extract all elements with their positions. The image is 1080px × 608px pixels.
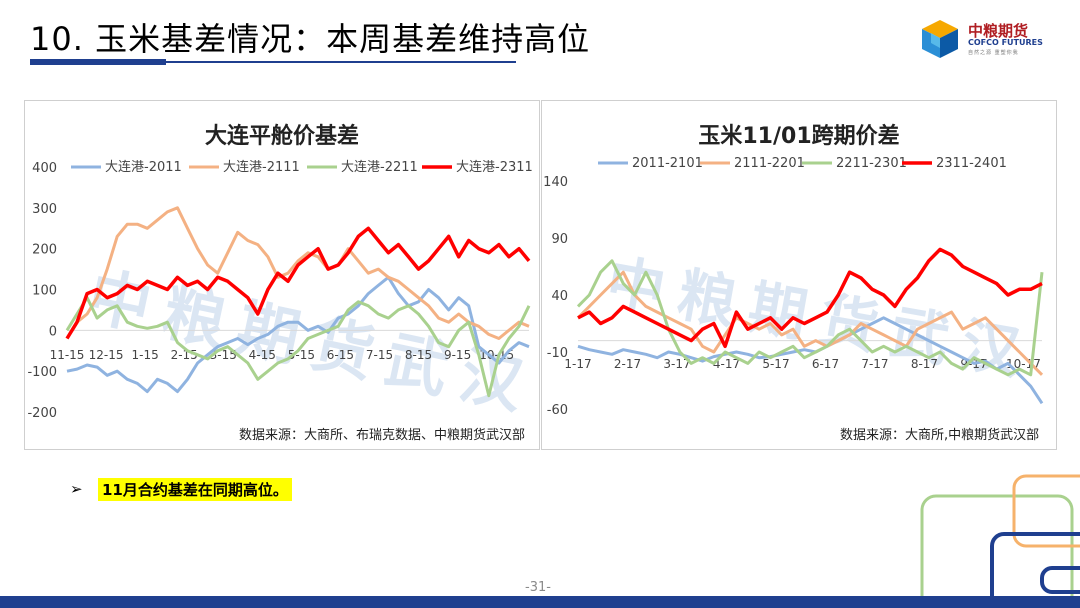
x-tick-label: 6-15 xyxy=(327,348,354,362)
series-line xyxy=(65,206,530,340)
y-tick-label: 100 xyxy=(32,284,57,299)
page-number: -31- xyxy=(525,580,551,595)
series-line xyxy=(577,316,1044,405)
legend-label: 大连港-2011 xyxy=(105,159,182,175)
y-tick-label: -200 xyxy=(27,406,57,421)
x-tick-label: 8-17 xyxy=(911,357,938,371)
x-tick-label: 6-17 xyxy=(812,357,839,371)
x-tick-label: 9-15 xyxy=(444,348,471,362)
series-line xyxy=(65,296,531,398)
x-tick-label: 2-17 xyxy=(614,357,641,371)
legend-label: 2011-2101 xyxy=(632,156,703,171)
legend-label: 2111-2201 xyxy=(734,156,805,171)
cofco-cube-icon xyxy=(922,20,958,58)
x-tick-label: 1-15 xyxy=(132,348,159,362)
y-tick-label: -60 xyxy=(547,403,568,418)
chart-legend: 2011-2101 2111-2201 2211-2301 2311-2401 xyxy=(598,156,1007,171)
x-tick-label: 10-15 xyxy=(479,348,514,362)
x-tick-label: 8-15 xyxy=(405,348,432,362)
title-underline xyxy=(166,61,516,63)
x-tick-label: 5-15 xyxy=(288,348,315,362)
chart-title: 玉米11/01跨期价差 xyxy=(698,123,899,149)
slide-title: 10. 玉米基差情况：本周基差维持高位 xyxy=(30,20,591,58)
cofco-logo: 中粮期货 COFCO FUTURES 自然之源 重塑你我 xyxy=(918,18,1058,60)
x-tick-label: 4-17 xyxy=(713,357,740,371)
right-chart-panel: 中粮期货武汉 玉米11/01跨期价差 2011-2101 2111-2201 2211-… xyxy=(541,100,1057,450)
y-tick-label: 0 xyxy=(49,324,57,339)
y-tick-label: 400 xyxy=(32,161,57,176)
bullet-arrow-icon: ➢ xyxy=(70,480,83,498)
y-tick-label: 300 xyxy=(32,202,57,217)
legend-label: 大连港-2311 xyxy=(456,159,533,175)
legend-label: 大连港-2111 xyxy=(223,159,300,175)
x-tick-label: 2-15 xyxy=(171,348,198,362)
x-tick-label: 7-15 xyxy=(366,348,393,362)
series-line xyxy=(576,259,1044,377)
y-tick-label: 140 xyxy=(543,175,568,190)
y-tick-label: 200 xyxy=(32,243,57,258)
x-tick-label: 4-15 xyxy=(249,348,276,362)
logo-name-cn: 中粮期货 xyxy=(968,22,1029,40)
footer-bar xyxy=(0,596,1080,608)
x-tick-label: 1-17 xyxy=(564,357,591,371)
y-tick-label: 40 xyxy=(551,289,568,304)
series-line xyxy=(65,226,531,340)
series-line xyxy=(576,270,1044,376)
x-tick-label: 5-17 xyxy=(762,357,789,371)
y-tick-label: 90 xyxy=(551,232,568,247)
logo-tagline: 自然之源 重塑你我 xyxy=(968,50,1019,56)
title-underline-accent xyxy=(30,59,166,65)
legend-label: 大连港-2211 xyxy=(341,159,418,175)
x-tick-label: 3-17 xyxy=(663,357,690,371)
chart-legend: 大连港-2011 大连港-2111 大连港-2211 大连港-2311 xyxy=(71,159,533,175)
data-source-note: 数据来源：大商所、布瑞克数据、中粮期货武汉部 xyxy=(239,427,525,443)
data-source-note: 数据来源：大商所,中粮期货武汉部 xyxy=(840,427,1039,443)
x-tick-label: 12-15 xyxy=(89,348,124,362)
x-tick-label: 11-15 xyxy=(50,348,85,362)
series-line xyxy=(577,247,1043,349)
y-tick-label: -100 xyxy=(27,365,57,380)
left-chart-panel: 中粮期货武汉 大连平舱价基差 大连港-2011 大连港-2111 大连港-2211 大连港… xyxy=(24,100,543,450)
series-line xyxy=(66,275,530,394)
chart-title: 大连平舱价基差 xyxy=(205,123,359,149)
x-tick-label: 7-17 xyxy=(861,357,888,371)
corner-decoration xyxy=(920,474,1080,600)
legend-label: 2311-2401 xyxy=(936,156,1007,171)
bullet-highlight-text: 11月合约基差在同期高位。 xyxy=(98,478,292,501)
legend-label: 2211-2301 xyxy=(836,156,907,171)
logo-name-en: COFCO FUTURES xyxy=(968,38,1043,47)
y-tick-label: -10 xyxy=(547,346,568,361)
